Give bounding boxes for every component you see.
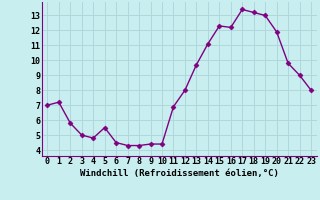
X-axis label: Windchill (Refroidissement éolien,°C): Windchill (Refroidissement éolien,°C)	[80, 169, 279, 178]
